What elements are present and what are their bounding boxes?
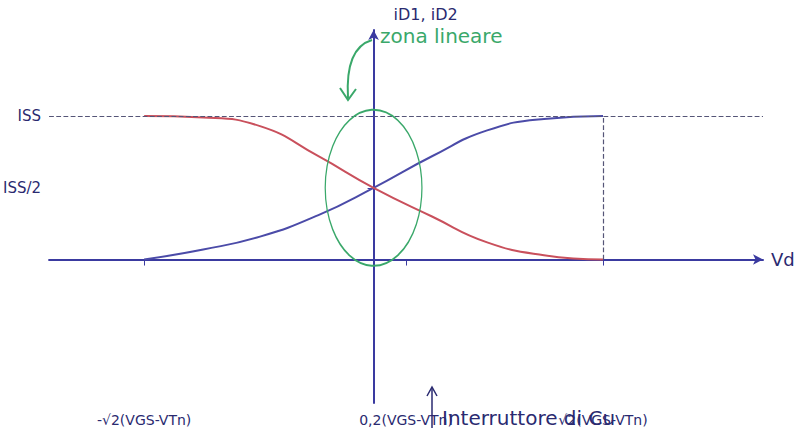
svg-text:0,2(VGS-VTn): 0,2(VGS-VTn) [359,412,453,428]
svg-text:-√2(VGS-VTn): -√2(VGS-VTn) [97,412,191,428]
svg-text:iD1, iD2: iD1, iD2 [394,5,458,24]
svg-text:zona lineare: zona lineare [380,24,502,48]
svg-text:ISS: ISS [18,107,41,125]
svg-text:ISS/2: ISS/2 [3,179,41,197]
svg-text:Vd: Vd [771,249,795,270]
svg-text:Interruttore di Cu: Interruttore di Cu [442,406,615,430]
